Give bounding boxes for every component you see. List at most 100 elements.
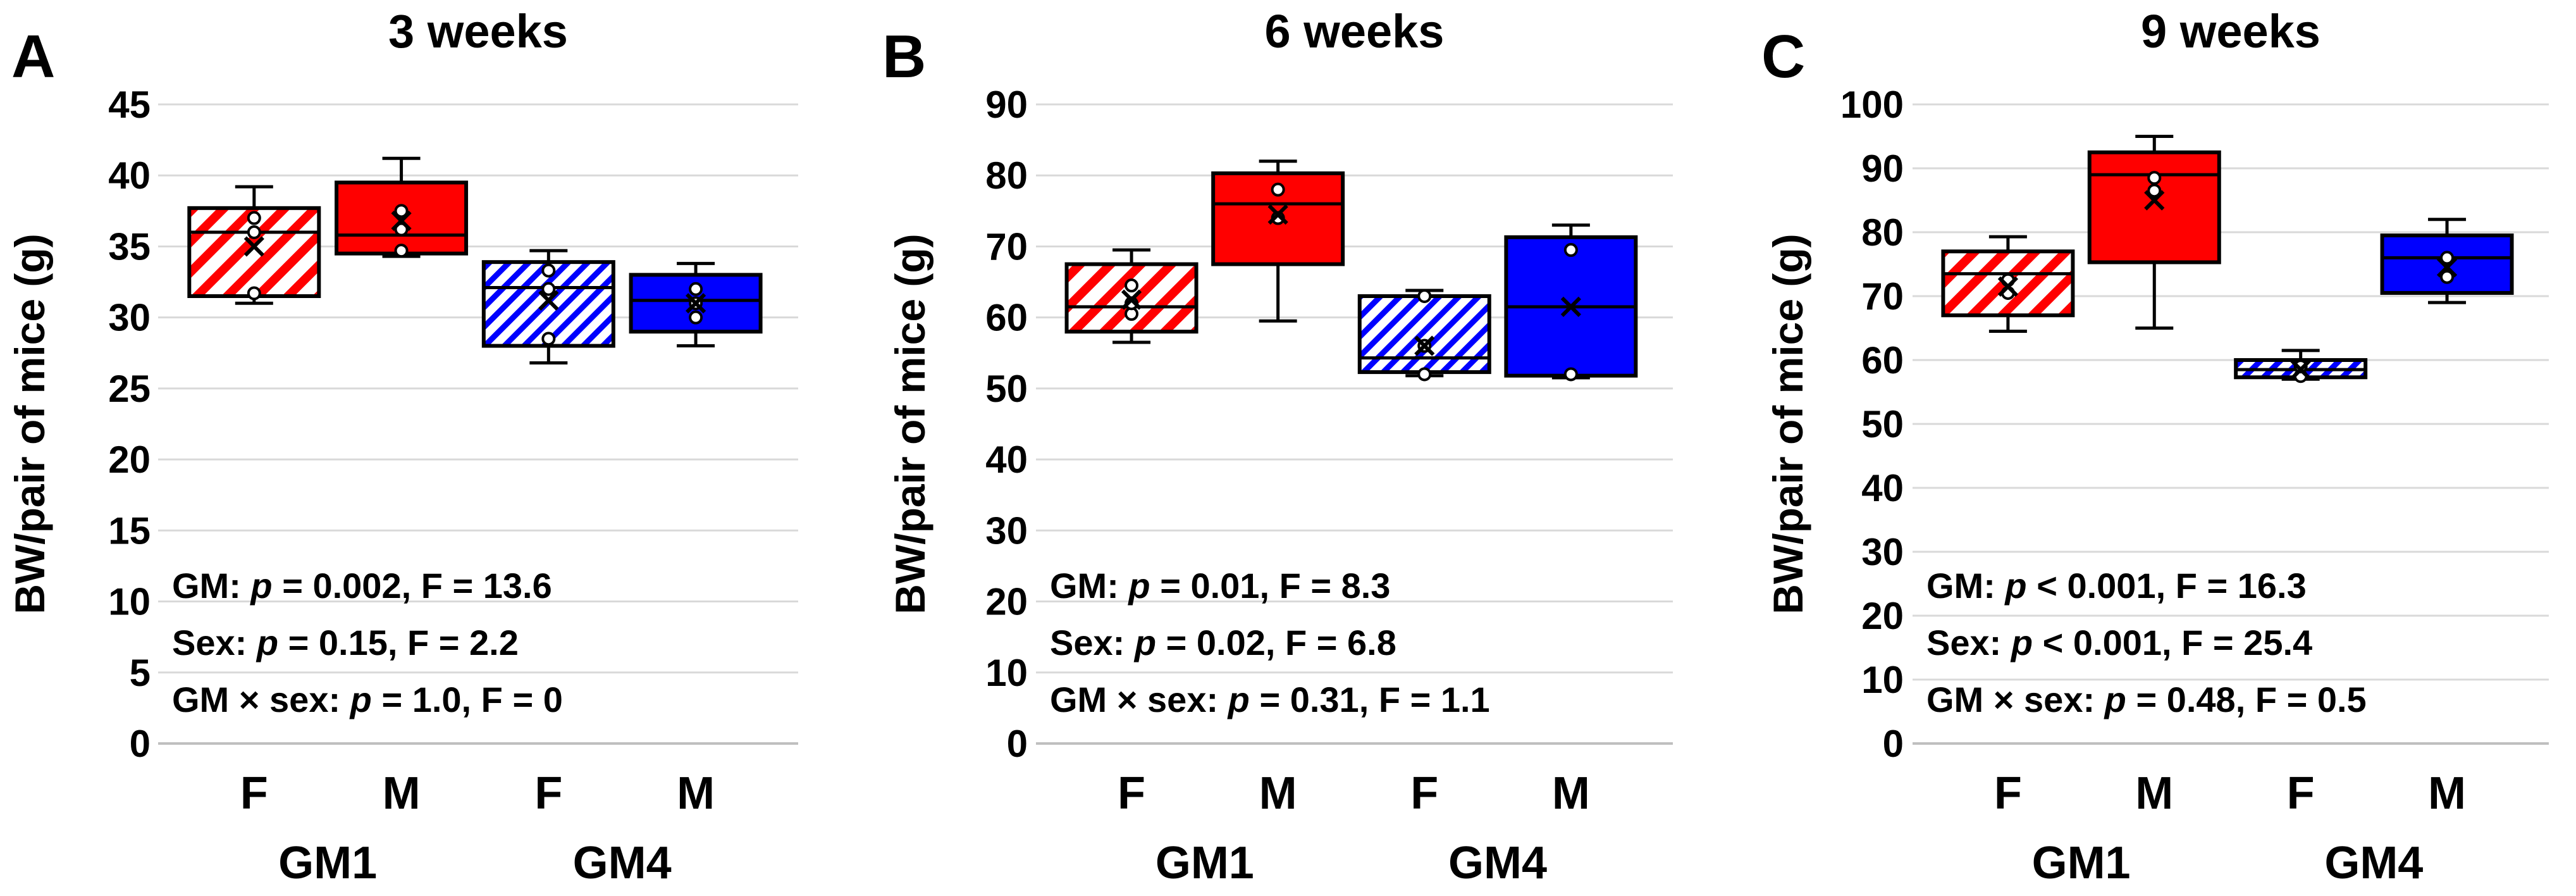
mean-marker [2290,359,2311,380]
box-gm1-m [1211,159,1345,323]
x-group-label: GM1 [2032,838,2131,888]
panel-letter: C [1761,23,1805,90]
y-tick-label: 30 [1861,531,1904,573]
y-tick-label: 80 [985,154,1028,197]
y-tick-label: 60 [985,297,1028,339]
stat-annotation: Sex: p = 0.02, F = 6.8 [1050,623,1396,663]
panel-title: 3 weeks [388,5,568,58]
stat-annotation: GM × sex: p = 1.0, F = 0 [172,680,563,719]
data-point [2440,270,2455,284]
panel-b: B 6 weeks 0 10 20 30 40 50 60 70 80 90 BW/pair of mi… [882,5,1673,888]
stat-annotation: GM: p = 0.01, F = 8.3 [1050,566,1390,606]
panel-title: 9 weeks [2141,5,2320,58]
data-point [689,310,703,325]
x-group-label: GM1 [1156,838,1254,888]
x-category-label: M [677,768,715,819]
x-category-label: F [240,768,268,819]
y-tick-label: 45 [108,84,151,126]
y-tick-label: 20 [108,439,151,481]
box-gm4-m [1504,223,1638,382]
y-tick-label: 25 [108,368,151,410]
y-tick-label: 0 [1007,723,1028,765]
y-tick-label: 100 [1840,84,1904,126]
data-point [689,282,703,296]
box-gm4-f [481,249,615,364]
data-point [247,286,261,301]
mean-marker [2436,257,2458,278]
y-tick-label: 0 [130,723,151,765]
box-gm1-f [1064,248,1199,344]
x-category-label: M [2428,768,2466,819]
x-group-label: GM4 [1448,838,1547,888]
x-category-label: M [383,768,421,819]
y-tick-label: 60 [1861,339,1904,382]
x-group-label: GM4 [573,838,672,888]
x-category-label: M [1259,768,1297,819]
data-point [394,222,409,237]
data-point [2147,171,2162,185]
stat-annotation: GM: p < 0.001, F = 16.3 [1926,566,2307,606]
data-point [2440,251,2455,265]
y-tick-label: 10 [108,581,151,623]
mean-marker [1997,276,2019,297]
box-gm1-m [2087,135,2221,330]
box-gm1-m [335,156,469,258]
data-point [1417,367,1432,382]
data-point [247,225,261,239]
data-point [541,282,556,296]
x-group-label: GM4 [2324,838,2423,888]
y-tick-label: 15 [108,509,151,552]
box-gm4-f [2234,349,2368,383]
y-tick-label: 20 [985,581,1028,623]
y-axis-label: BW/pair of mice (g) [1765,233,1811,614]
y-tick-label: 40 [1861,467,1904,509]
y-tick-label: 10 [1861,659,1904,701]
y-tick-label: 35 [108,225,151,268]
x-category-label: F [1410,768,1438,819]
x-category-label: F [1994,768,2022,819]
data-point [394,204,409,218]
stat-annotation: GM × sex: p = 0.31, F = 1.1 [1050,680,1490,719]
box-gm1-f [1941,235,2075,333]
y-tick-label: 40 [985,439,1028,481]
data-point [1417,289,1432,303]
data-point [541,332,556,346]
mean-marker [685,293,706,314]
x-group-label: GM1 [278,838,377,888]
y-axis-label: BW/pair of mice (g) [6,233,53,614]
mean-marker [1414,335,1435,356]
panel-letter: A [11,23,55,90]
data-point [2147,184,2162,198]
y-tick-label: 0 [1883,723,1904,765]
stat-annotation: GM: p = 0.002, F = 13.6 [172,566,552,606]
data-point [1563,367,1578,382]
data-point [1271,182,1285,197]
mean-marker [1121,289,1142,310]
box-gm4-f [1357,289,1491,382]
panel-letter: B [882,23,926,90]
y-tick-label: 50 [985,368,1028,410]
y-tick-label: 10 [985,652,1028,694]
mean-marker [1267,204,1288,225]
data-point [247,211,261,225]
y-tick-label: 90 [985,84,1028,126]
data-point [394,244,409,258]
x-category-label: F [534,768,562,819]
mean-marker [391,210,412,232]
box-gm4-m [2380,218,2514,304]
box-gm4-m [629,261,763,348]
y-tick-label: 30 [108,297,151,339]
data-point [541,263,556,278]
y-tick-label: 20 [1861,595,1904,637]
y-axis-label: BW/pair of mice (g) [887,233,934,614]
box-body [1357,294,1491,375]
y-tick-label: 90 [1861,147,1904,190]
mean-marker [538,290,559,311]
mean-marker [1560,296,1582,317]
panel-c: C 9 weeks 0 10 20 30 40 50 60 70 80 90 100 BW/pair of… [1761,5,2549,888]
y-tick-label: 80 [1861,211,1904,254]
x-category-label: M [1552,768,1590,819]
data-point [1563,243,1578,258]
stat-annotation: Sex: p < 0.001, F = 25.4 [1926,623,2312,663]
